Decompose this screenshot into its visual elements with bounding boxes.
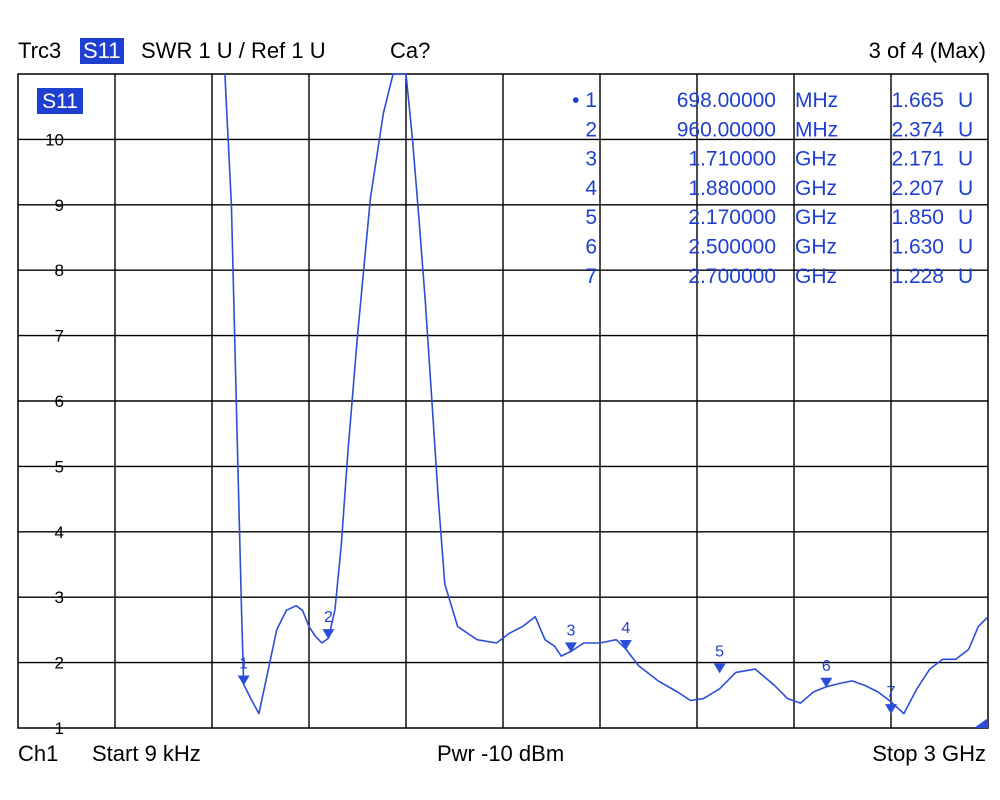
marker-table-unit: MHz [795,118,838,141]
marker-table-unit: GHz [795,148,837,171]
stop-frequency[interactable]: Stop 3 GHz [872,741,986,766]
start-frequency[interactable]: Start 9 kHz [92,741,201,766]
y-tick-label: 4 [55,523,64,542]
y-tick-label: 10 [45,130,64,149]
trace-count: 3 of 4 (Max) [868,38,986,63]
marker-1[interactable] [237,675,250,686]
trace-badge-bg [37,88,83,114]
trace-badge-label[interactable]: S11 [42,90,78,113]
marker-table-val: 1.850 [891,206,944,229]
marker-3[interactable] [564,642,577,653]
marker-table-num: 7 [585,265,597,288]
marker-table-vunit: U [958,89,973,112]
marker-table-freq: 2.700000 [688,265,776,288]
s11-trace [224,73,989,715]
y-tick-label: 8 [55,261,64,280]
marker-table-unit: GHz [795,265,837,288]
marker-label: 6 [822,658,831,675]
marker-label: 3 [566,622,575,639]
marker-table-vunit: U [958,118,973,141]
marker-table-val: 2.374 [891,118,944,141]
marker-table-unit: GHz [795,206,837,229]
marker-table-num: 5 [585,206,597,229]
marker-table-freq: 2.170000 [688,206,776,229]
marker-table-num: 4 [585,177,597,200]
marker-table-num: 3 [585,148,597,171]
trace-line[interactable] [224,73,989,715]
marker-table-num: • 1 [572,89,597,112]
marker-table-val: 2.207 [891,177,944,200]
marker-label: 1 [239,656,248,673]
y-tick-label: 7 [55,327,64,346]
range-end-indicator [974,718,988,728]
marker-table-val: 1.665 [891,89,944,112]
calibration-status: Ca? [390,38,431,63]
marker-table-vunit: U [958,148,973,171]
marker-table-num: 6 [585,236,597,259]
marker-table-num: 2 [585,118,597,141]
marker-table-unit: GHz [795,236,837,259]
marker-table-vunit: U [958,177,973,200]
marker-2[interactable] [322,629,335,640]
chart-grid [17,73,989,729]
marker-table-val: 2.171 [891,148,944,171]
marker-table-vunit: U [958,236,973,259]
marker-table-freq: 2.500000 [688,236,776,259]
trace-badge: S11 [37,88,83,114]
marker-set: 1 2 3 4 5 6 7 [237,609,988,728]
marker-table-freq: 698.00000 [677,89,776,112]
y-tick-label: 1 [55,719,64,738]
marker-table: • 1 698.00000 MHz 1.665 U 2 960.00000 MHz 2.374 U… [572,89,973,288]
marker-7[interactable] [884,704,897,715]
marker-label: 5 [715,643,724,660]
parameter-badge[interactable]: S11 [80,38,124,64]
format-scale-label[interactable]: SWR 1 U / Ref 1 U [141,38,326,63]
channel-label[interactable]: Ch1 [18,741,59,766]
y-axis-ticks: 1 2 3 4 5 6 7 8 9 10 [45,130,64,738]
y-tick-label: 9 [55,196,64,215]
y-tick-label: 3 [55,588,64,607]
trace-name[interactable]: Trc3 [18,38,62,63]
marker-table-vunit: U [958,206,973,229]
y-tick-label: 5 [55,457,64,476]
marker-table-unit: MHz [795,89,838,112]
marker-table-val: 1.228 [891,265,944,288]
marker-table-val: 1.630 [891,236,944,259]
marker-label: 7 [887,684,896,701]
marker-table-freq: 960.00000 [677,118,776,141]
marker-label: 2 [324,609,333,626]
power-level[interactable]: Pwr -10 dBm [437,741,565,766]
marker-4[interactable] [619,640,632,651]
marker-label: 4 [621,620,630,637]
marker-table-vunit: U [958,265,973,288]
marker-table-freq: 1.710000 [688,148,776,171]
marker-5[interactable] [713,663,726,674]
marker-table-freq: 1.880000 [688,177,776,200]
marker-table-unit: GHz [795,177,837,200]
y-tick-label: 6 [55,392,64,411]
y-tick-label: 2 [55,654,64,673]
marker-6[interactable] [820,677,833,688]
